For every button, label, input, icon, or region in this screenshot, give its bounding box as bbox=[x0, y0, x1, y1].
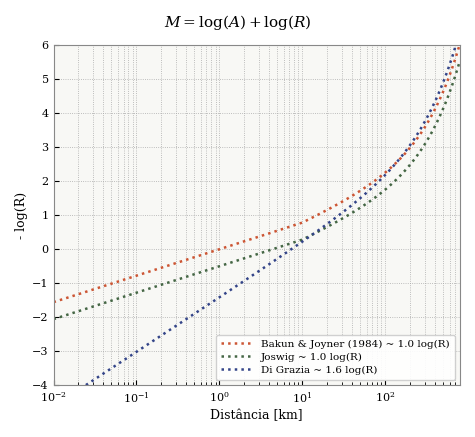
Bakun & Joyner (1984) ~ 1.0 log(R) bbox=[224, 244, 230, 250]
Di Grazia ~ 1.6 log(R) bbox=[291, 245, 297, 250]
Joswig ~ 1.0 log(R) bbox=[449, 83, 455, 88]
Line: Di Grazia ~ 1.6 log(R): Di Grazia ~ 1.6 log(R) bbox=[80, 42, 457, 388]
Text: $M = \log(A) + \log(R)$: $M = \log(A) + \log(R)$ bbox=[164, 13, 311, 32]
Bakun & Joyner (1984) ~ 1.0 log(R) bbox=[207, 250, 212, 255]
Legend: Bakun & Joyner (1984) ~ 1.0 log(R), Joswig ~ 1.0 log(R), Di Grazia ~ 1.6 log(R): Bakun & Joyner (1984) ~ 1.0 log(R), Josw… bbox=[216, 335, 455, 380]
Joswig ~ 1.0 log(R) bbox=[224, 261, 230, 267]
Di Grazia ~ 1.6 log(R) bbox=[423, 118, 428, 123]
Joswig ~ 1.0 log(R) bbox=[457, 58, 463, 63]
Bakun & Joyner (1984) ~ 1.0 log(R) bbox=[457, 41, 463, 46]
Bakun & Joyner (1984) ~ 1.0 log(R) bbox=[51, 299, 57, 305]
Joswig ~ 1.0 log(R) bbox=[207, 267, 212, 272]
Di Grazia ~ 1.6 log(R) bbox=[138, 346, 144, 351]
Joswig ~ 1.0 log(R) bbox=[405, 164, 411, 170]
Y-axis label: - log(R): - log(R) bbox=[15, 192, 28, 239]
X-axis label: Distância [km]: Distância [km] bbox=[210, 409, 303, 422]
Di Grazia ~ 1.6 log(R) bbox=[308, 233, 314, 238]
Di Grazia ~ 1.6 log(R) bbox=[454, 39, 460, 45]
Di Grazia ~ 1.6 log(R) bbox=[250, 273, 256, 278]
Joswig ~ 1.0 log(R) bbox=[97, 302, 103, 307]
Line: Bakun & Joyner (1984) ~ 1.0 log(R): Bakun & Joyner (1984) ~ 1.0 log(R) bbox=[54, 43, 460, 302]
Bakun & Joyner (1984) ~ 1.0 log(R) bbox=[97, 285, 103, 290]
Bakun & Joyner (1984) ~ 1.0 log(R) bbox=[121, 277, 127, 282]
Bakun & Joyner (1984) ~ 1.0 log(R) bbox=[405, 147, 411, 153]
Line: Joswig ~ 1.0 log(R): Joswig ~ 1.0 log(R) bbox=[54, 60, 460, 319]
Di Grazia ~ 1.6 log(R) bbox=[77, 386, 83, 391]
Bakun & Joyner (1984) ~ 1.0 log(R) bbox=[449, 66, 455, 71]
Joswig ~ 1.0 log(R) bbox=[51, 316, 57, 322]
Di Grazia ~ 1.6 log(R) bbox=[213, 297, 219, 302]
Joswig ~ 1.0 log(R) bbox=[121, 294, 127, 299]
